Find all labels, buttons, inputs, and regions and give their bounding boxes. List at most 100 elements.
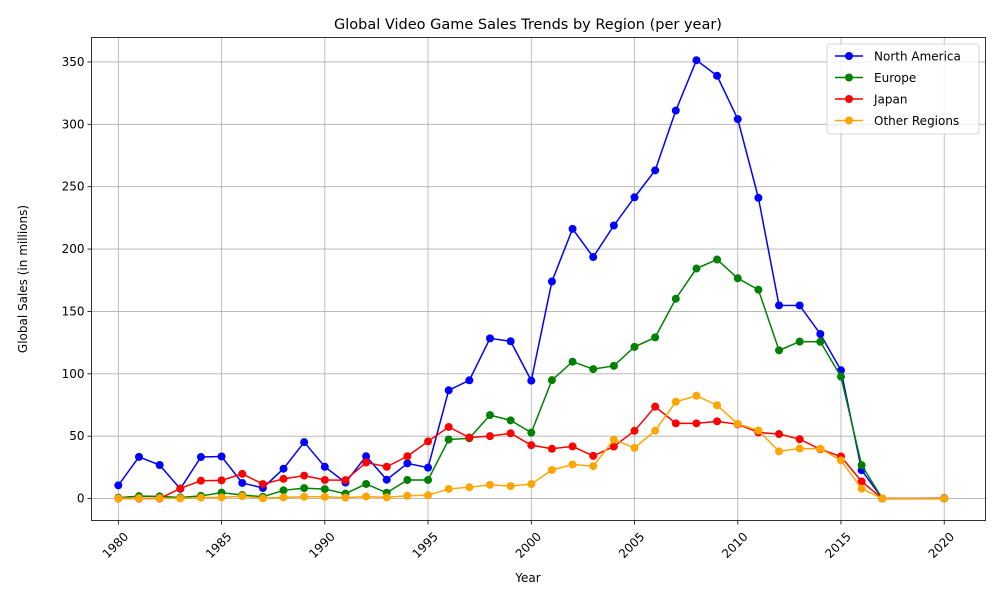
data-point-europe <box>568 357 577 366</box>
data-point-other-regions <box>300 492 309 501</box>
plot-frame <box>91 37 986 521</box>
data-point-japan <box>506 429 515 438</box>
data-point-other-regions <box>857 484 866 493</box>
data-point-other-regions <box>382 493 391 502</box>
data-point-europe <box>836 372 845 381</box>
data-point-north-america <box>547 277 556 286</box>
data-point-north-america <box>671 106 680 115</box>
chart-title: Global Video Game Sales Trends by Region… <box>334 17 722 33</box>
data-point-other-regions <box>320 492 329 501</box>
data-point-other-regions <box>424 491 433 500</box>
data-point-japan <box>362 458 371 467</box>
data-point-other-regions <box>506 482 515 491</box>
data-point-japan <box>341 476 350 485</box>
data-point-other-regions <box>465 483 474 492</box>
data-point-north-america <box>775 301 784 310</box>
data-point-other-regions <box>527 480 536 489</box>
data-point-north-america <box>651 166 660 175</box>
x-axis-label: Year <box>514 571 540 585</box>
data-point-japan <box>568 442 577 451</box>
data-point-other-regions <box>795 444 804 453</box>
y-tick-label: 50 <box>69 429 84 443</box>
legend-entry-north-america: North America <box>835 50 961 64</box>
data-point-north-america <box>589 253 598 262</box>
data-point-other-regions <box>217 493 226 502</box>
legend-label: Japan <box>873 93 907 107</box>
data-point-japan <box>300 471 309 480</box>
legend: North America Europe Japan Other Regions <box>826 43 980 135</box>
data-point-north-america <box>114 481 123 490</box>
data-point-japan <box>651 402 660 411</box>
data-point-other-regions <box>362 492 371 501</box>
data-point-north-america <box>506 337 515 346</box>
legend-label: North America <box>874 50 961 64</box>
data-point-north-america <box>279 464 288 473</box>
data-point-japan <box>258 480 267 489</box>
data-point-other-regions <box>733 419 742 428</box>
data-point-japan <box>485 432 494 441</box>
data-point-europe <box>775 346 784 355</box>
data-point-other-regions <box>403 491 412 500</box>
data-point-north-america <box>403 459 412 468</box>
data-point-europe <box>279 486 288 495</box>
data-point-north-america <box>382 475 391 484</box>
data-point-north-america <box>238 478 247 487</box>
data-point-japan <box>382 462 391 471</box>
data-point-other-regions <box>713 401 722 410</box>
data-point-other-regions <box>568 460 577 469</box>
data-point-japan <box>630 426 639 435</box>
data-point-other-regions <box>238 492 247 501</box>
data-point-japan <box>403 452 412 461</box>
data-point-europe <box>300 484 309 493</box>
data-point-north-america <box>424 463 433 472</box>
data-point-north-america <box>217 452 226 461</box>
data-point-japan <box>547 444 556 453</box>
data-point-other-regions <box>836 456 845 465</box>
legend-marker-swatch <box>845 73 853 82</box>
data-point-japan <box>279 474 288 483</box>
data-point-europe <box>362 479 371 488</box>
data-point-other-regions <box>279 493 288 502</box>
data-point-europe <box>589 365 598 374</box>
data-point-other-regions <box>775 447 784 456</box>
data-point-north-america <box>713 71 722 80</box>
data-point-other-regions <box>754 426 763 435</box>
data-point-japan <box>713 417 722 426</box>
data-point-north-america <box>795 301 804 310</box>
data-point-north-america <box>485 334 494 343</box>
data-point-north-america <box>816 330 825 339</box>
data-point-europe <box>857 461 866 470</box>
y-tick-label: 250 <box>62 180 85 194</box>
data-point-europe <box>795 337 804 346</box>
data-point-north-america <box>692 56 701 65</box>
legend-entry-other-regions: Other Regions <box>835 114 959 128</box>
data-point-europe <box>651 333 660 342</box>
data-point-japan <box>444 422 453 431</box>
legend-entry-japan: Japan <box>835 93 907 107</box>
data-point-north-america <box>300 438 309 447</box>
data-point-europe <box>403 475 412 484</box>
data-point-europe <box>547 376 556 385</box>
data-point-north-america <box>568 224 577 233</box>
legend-label: Europe <box>874 71 916 85</box>
data-point-north-america <box>444 386 453 395</box>
data-point-other-regions <box>485 480 494 489</box>
series-europe <box>114 255 949 503</box>
data-point-north-america <box>754 193 763 202</box>
axes <box>91 37 986 521</box>
data-point-other-regions <box>341 493 350 502</box>
data-point-europe <box>671 294 680 303</box>
data-point-japan <box>238 469 247 478</box>
data-point-north-america <box>362 452 371 461</box>
data-point-japan <box>320 475 329 484</box>
legend-marker-swatch <box>845 116 853 125</box>
data-point-north-america <box>196 453 205 462</box>
data-point-japan <box>176 484 185 493</box>
data-point-europe <box>713 255 722 264</box>
data-point-japan <box>465 433 474 442</box>
legend-label: Other Regions <box>874 114 959 128</box>
y-tick-label: 300 <box>62 117 85 131</box>
data-point-europe <box>754 285 763 294</box>
data-point-other-regions <box>589 462 598 471</box>
y-tick-label: 200 <box>62 242 85 256</box>
